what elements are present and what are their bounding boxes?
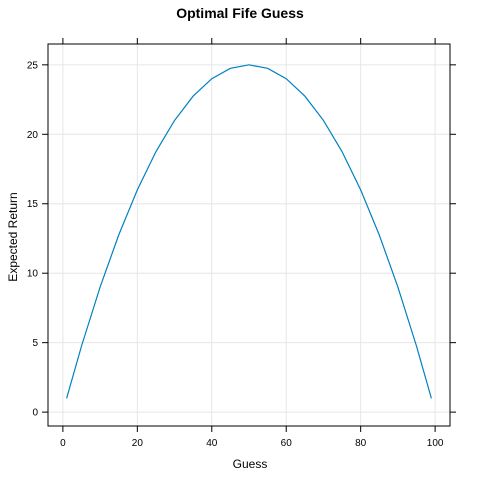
x-tick-label: 20 [132,438,144,449]
y-tick-label: 0 [32,408,38,419]
y-tick-label: 5 [32,338,38,349]
y-tick-label: 20 [27,130,39,141]
axis-ticks: 0 20 40 60 80 100 0 5 10 15 20 25 [27,38,456,449]
y-tick-label: 15 [27,199,39,210]
y-axis-label: Expected Return [6,192,20,281]
x-tick-label: 40 [206,438,218,449]
x-tick-label: 0 [60,438,66,449]
grid [48,44,450,426]
x-axis-label: Guess [233,457,268,471]
x-tick-label: 100 [427,438,444,449]
y-tick-label: 10 [27,269,39,280]
series-line [66,64,432,399]
series-layer [66,64,432,399]
y-tick-label: 25 [27,60,39,71]
chart-title: Optimal Fife Guess [176,5,304,21]
plot-frame [47,43,451,427]
x-tick-label: 80 [355,438,367,449]
x-tick-label: 60 [281,438,293,449]
